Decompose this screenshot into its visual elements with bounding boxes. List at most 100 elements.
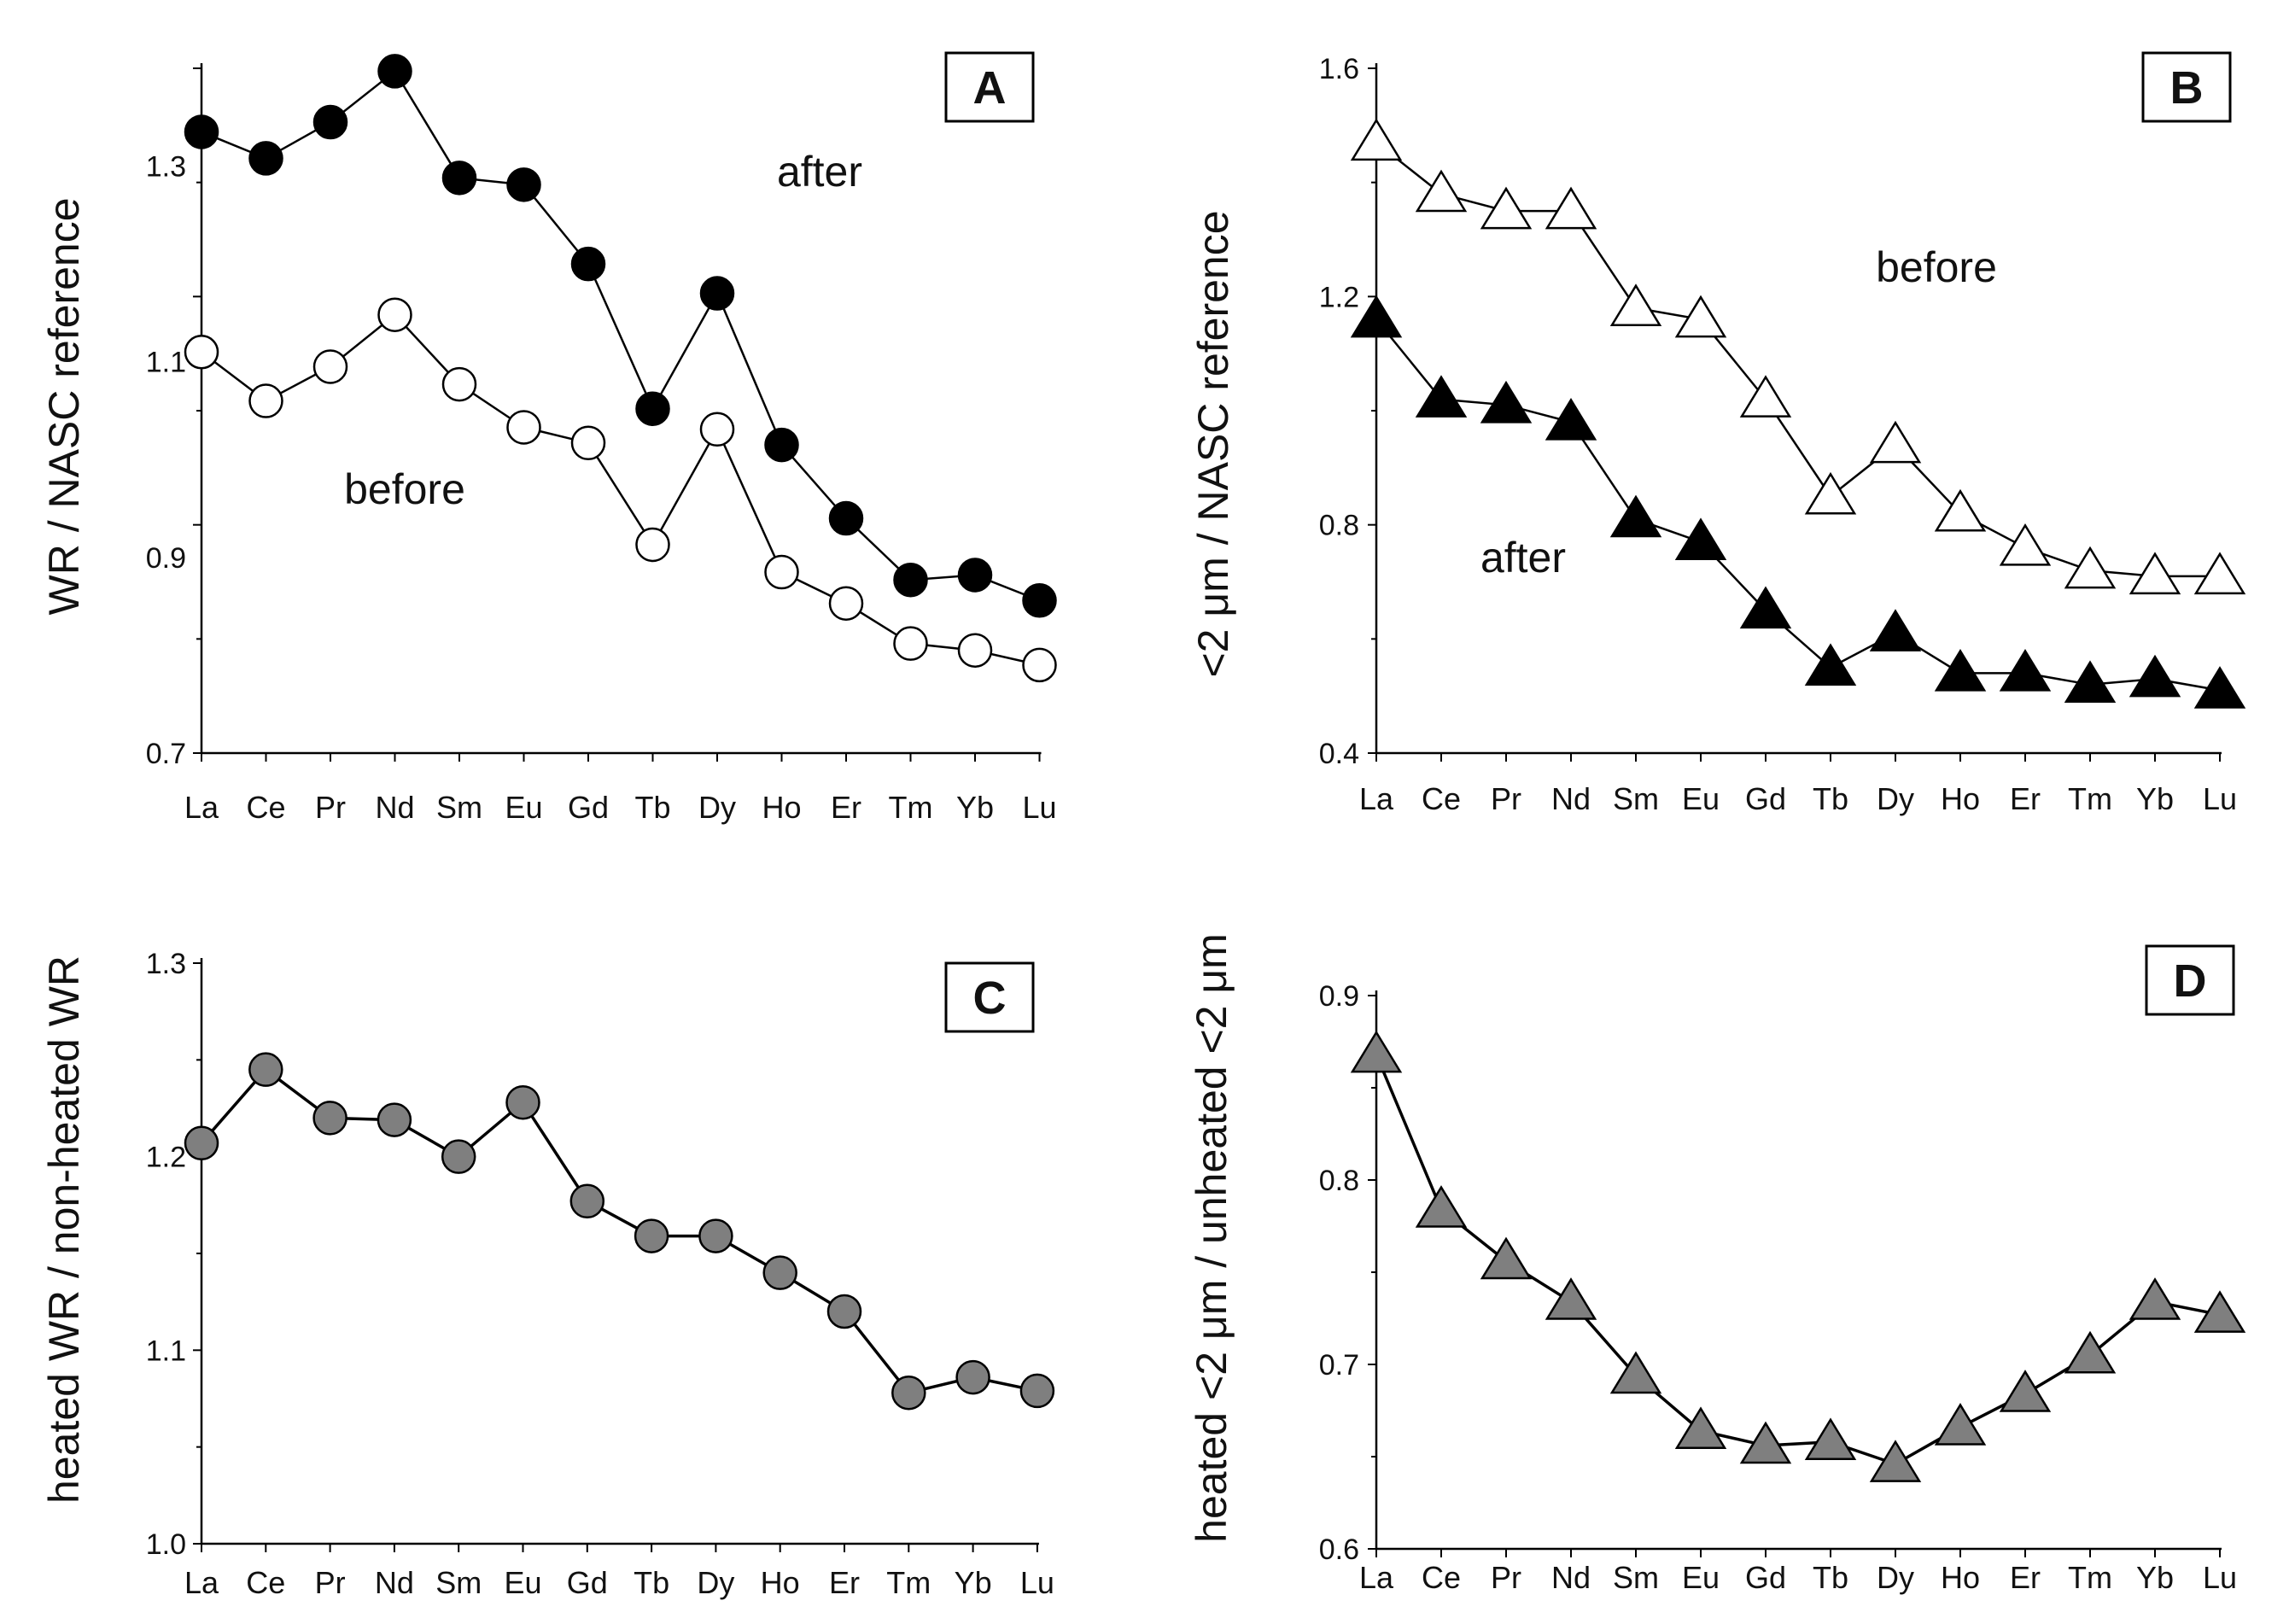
data-point <box>248 141 283 176</box>
data-point <box>891 1375 926 1411</box>
x-tick-label: Ho <box>1941 1560 1980 1595</box>
y-tick-label: 0.7 <box>146 738 186 770</box>
data-point <box>184 335 219 370</box>
data-point <box>828 500 864 536</box>
data-point <box>1934 649 1987 692</box>
data-point <box>1869 609 1922 651</box>
data-point <box>762 1255 797 1290</box>
data-point <box>1999 1370 2052 1412</box>
x-tick-label: Gd <box>1745 781 1786 816</box>
x-tick-label: Tb <box>634 790 670 825</box>
data-point <box>2129 552 2181 595</box>
data-point <box>1545 1277 1597 1320</box>
x-tick-label: La <box>1359 1560 1394 1595</box>
data-point <box>698 1218 733 1253</box>
data-point <box>505 1084 540 1120</box>
x-tick-label: La <box>184 1565 219 1600</box>
x-tick-label: Dy <box>1877 1560 1914 1595</box>
data-point <box>441 366 477 402</box>
data-point <box>1999 523 2052 566</box>
x-tick-label: Ho <box>761 1565 800 1600</box>
data-point <box>2193 1290 2246 1333</box>
panel-label: B <box>2170 62 2204 114</box>
data-point <box>828 586 864 621</box>
data-point <box>506 167 541 202</box>
y-tick-label: 0.9 <box>1319 980 1359 1013</box>
x-tick-label: Dy <box>698 790 736 825</box>
x-tick-label: Gd <box>1745 1560 1786 1595</box>
data-point <box>635 527 670 563</box>
data-point <box>1674 517 1727 560</box>
panel-label-box <box>2141 51 2232 123</box>
y-tick-label: 0.9 <box>146 542 186 575</box>
data-point <box>635 391 670 426</box>
y-tick-label: 1.3 <box>146 948 186 980</box>
data-point <box>955 1359 990 1395</box>
x-tick-label: Yb <box>956 790 994 825</box>
x-tick-label: Eu <box>1682 781 1720 816</box>
y-axis-title: <2 μm / NASC reference <box>1189 210 1237 677</box>
series-annotation: after <box>1480 534 1566 581</box>
data-point <box>2064 546 2117 589</box>
x-tick-label: Eu <box>1682 1560 1720 1595</box>
panel-label-box <box>944 51 1035 123</box>
data-point <box>1415 169 1468 213</box>
x-tick-label: Tb <box>1813 1560 1848 1595</box>
x-tick-label: Nd <box>1551 781 1591 816</box>
data-point <box>1674 295 1727 338</box>
data-point <box>312 349 348 384</box>
panel-label: C <box>973 973 1007 1024</box>
x-tick-label: Tm <box>889 790 933 825</box>
x-tick-label: Lu <box>1022 790 1056 825</box>
panel-label-box <box>2145 944 2235 1016</box>
data-point <box>1739 375 1792 418</box>
y-tick-label: 1.2 <box>1319 281 1359 313</box>
x-tick-label: Er <box>829 1565 860 1600</box>
x-tick-label: Pr <box>1491 1560 1521 1595</box>
data-point <box>1804 1417 1857 1460</box>
data-point <box>764 427 799 463</box>
panel-c: 1.0 1.1 1.2 1.3 La Ce Pr Nd Sm Eu Gd Tb Dy Ho Er Tm Yb Lu… <box>40 948 1055 1600</box>
x-tick-label: Pr <box>1491 781 1521 816</box>
data-point <box>699 412 735 447</box>
x-tick-label: Tm <box>2068 1560 2112 1595</box>
y-axis-title: heated WR / non-heated WR <box>40 955 88 1504</box>
data-point <box>248 383 283 418</box>
series-annotation: before <box>344 465 465 513</box>
data-point <box>1022 647 1057 683</box>
data-point <box>312 1101 347 1136</box>
y-tick-label: 1.0 <box>146 1528 186 1561</box>
y-axis-title: heated <2 μm / unheated <2 μm <box>1188 933 1235 1543</box>
data-point <box>634 1218 669 1253</box>
x-tick-label: Ho <box>1941 781 1980 816</box>
x-tick-label: Lu <box>1020 1565 1054 1600</box>
series-line-after <box>201 69 1040 602</box>
x-tick-label: Ho <box>762 790 801 825</box>
data-point <box>377 1102 412 1137</box>
data-point <box>1480 380 1533 424</box>
data-point <box>2064 660 2117 704</box>
panel-label-box <box>944 961 1035 1033</box>
x-tick-label: Gd <box>568 790 609 825</box>
x-tick-label: Nd <box>375 1565 414 1600</box>
y-tick-label: 0.6 <box>1319 1533 1359 1566</box>
data-point <box>569 1183 605 1219</box>
series-annotation: before <box>1876 243 1997 291</box>
x-tick-label: Eu <box>505 790 542 825</box>
y-tick-label: 0.7 <box>1319 1349 1359 1382</box>
data-point <box>1415 1185 1468 1228</box>
data-point <box>1609 494 1662 538</box>
series-line-after <box>1375 318 2221 692</box>
x-tick-label: Dy <box>1877 781 1914 816</box>
data-point <box>1609 283 1662 326</box>
y-tick-label: 1.2 <box>146 1142 186 1174</box>
panel-label: D <box>2174 955 2207 1007</box>
data-point <box>1999 649 2052 692</box>
y-tick-label: 0.8 <box>1319 1165 1359 1197</box>
data-point <box>1480 1236 1533 1280</box>
data-point <box>2129 654 2181 698</box>
panel-a: 0.7 0.9 1.1 1.3 La Ce Pr Nd Sm Eu Gd Tb Dy Ho Er Tm Yb Lu… <box>40 51 1057 825</box>
y-tick-label: 1.6 <box>1319 53 1359 85</box>
data-point <box>1415 375 1468 418</box>
x-tick-label: Dy <box>697 1565 734 1600</box>
